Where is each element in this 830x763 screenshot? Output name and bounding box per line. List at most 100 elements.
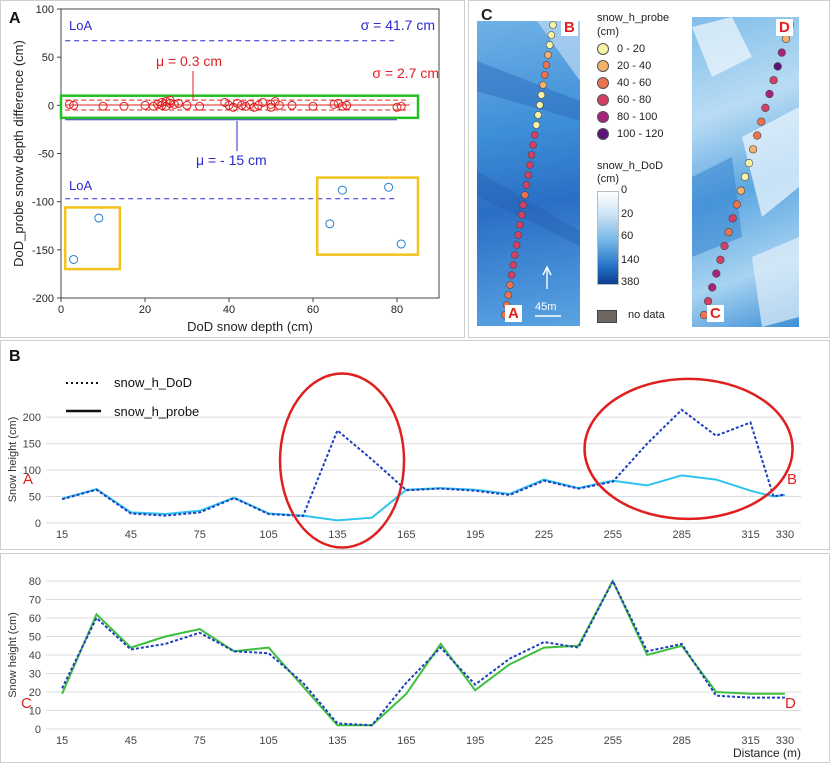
- map-probe-dot: [761, 103, 770, 112]
- x-tick-label: 15: [56, 529, 68, 541]
- legend-label-probe: snow_h_probe: [114, 404, 199, 419]
- dod-colorbar-tick: 380: [621, 276, 640, 288]
- map-probe-dot: [509, 261, 518, 269]
- map-probe-dot: [765, 89, 774, 99]
- map-probe-dot: [542, 61, 551, 69]
- yellow-box-right: [315, 176, 420, 256]
- probe-point: [140, 100, 150, 110]
- panel-cd: 0 10 20 30 40 50 60 70 80 15 45 75 105 135 165 195 225 25…: [0, 553, 830, 763]
- y-tick-label-a: -100: [32, 197, 54, 209]
- probe-point: [249, 102, 259, 112]
- endpoint-end: D: [785, 695, 796, 712]
- x-tick-label: 195: [466, 735, 484, 747]
- map-probe-dot: [512, 241, 521, 249]
- legend-probe-label: 80 - 100: [617, 111, 658, 123]
- x-tick-label-a: 0: [58, 304, 64, 316]
- sigma-blue-label: σ = 41.7 cm: [361, 17, 435, 33]
- legend-probe-label: 40 - 60: [617, 77, 652, 89]
- x-tick-label: 285: [672, 529, 690, 541]
- map-probe-dot: [522, 181, 531, 189]
- probe-point: [69, 100, 79, 110]
- probe-point: [329, 99, 339, 109]
- line-chart-ab: 0 50 100 150 200 15 45 75 105 135 165 195 225 255 285 3…: [7, 348, 801, 549]
- y-tick-label: 200: [23, 412, 41, 424]
- legend-label-dod: snow_h_DoD: [114, 375, 192, 390]
- probe-point: [258, 97, 268, 107]
- probe-point: [266, 102, 276, 112]
- probe-point: [237, 100, 247, 110]
- y-tick-label: 50: [29, 632, 41, 644]
- map-probe-dot: [740, 172, 750, 181]
- map-probe-dot: [712, 269, 721, 278]
- line-chart-cd: 0 10 20 30 40 50 60 70 80 15 45 75 105 135 165 195 225 25…: [7, 576, 801, 760]
- probe-point: [241, 101, 251, 111]
- loa-lower-label: LoA: [69, 178, 92, 193]
- dod-colorbar-tick: 0: [621, 184, 628, 196]
- x-tick-label-a: 40: [223, 304, 235, 316]
- map-probe-dot: [720, 241, 729, 251]
- map-probe-dot: [549, 21, 557, 29]
- x-tick-label: 105: [259, 529, 277, 541]
- map-probe-dot: [506, 281, 514, 289]
- y-tick-label: 60: [29, 613, 41, 625]
- y-tick-label: 70: [29, 595, 41, 607]
- x-tick-label: 255: [604, 529, 622, 541]
- map-probe-dot: [521, 191, 529, 199]
- legend-probe-item: 60 - 80: [597, 94, 652, 107]
- panel-a: 0 20 40 60 80 100 50 0 -50 -100 -150 -200 DoD snow d…: [0, 0, 465, 338]
- x-tick-label: 315: [741, 529, 759, 541]
- map-probe-dot: [514, 231, 523, 239]
- probe-point: [224, 100, 234, 110]
- map-probe-dot: [527, 151, 536, 159]
- map-probe-dot: [773, 62, 782, 71]
- x-tick-label: 225: [535, 735, 553, 747]
- panel-label-c: C: [481, 7, 493, 24]
- legend-probe-item: 80 - 100: [597, 111, 658, 124]
- map-label-a: A: [505, 305, 522, 322]
- probe-point: [182, 100, 192, 110]
- map-probe-dot: [744, 159, 754, 168]
- probe-dots-left: [501, 21, 557, 319]
- map-probe-dot: [708, 283, 717, 292]
- x-tick-label-a: 60: [307, 304, 319, 316]
- yellow-box-left: [63, 206, 122, 271]
- series-line-snow-h-probe: [61, 578, 785, 727]
- endpoint-start: C: [21, 695, 32, 712]
- map-probe-dot: [540, 71, 549, 79]
- highlight-ellipse-right: [583, 377, 794, 521]
- north-arrow: [542, 265, 552, 289]
- map-label-c: C: [707, 305, 724, 322]
- scatter-chart-a: 0 20 40 60 80 100 50 0 -50 -100 -150 -200 DoD snow d…: [9, 4, 440, 334]
- y-tick-label-a: -200: [32, 293, 54, 305]
- map-probe-dot: [544, 51, 552, 59]
- scale-bar-label: 45m: [535, 301, 557, 313]
- x-axis-label: Distance (m): [733, 746, 801, 760]
- panel-label-a: A: [9, 10, 21, 27]
- panel-c: C 45m B A snow_h_probe (cm) 0 - 20 20 - 4…: [468, 0, 830, 338]
- y-tick-label: 0: [35, 518, 41, 530]
- panel-label-b: B: [9, 348, 21, 365]
- map-probe-dot: [781, 34, 790, 43]
- x-tick-label: 330: [776, 529, 794, 541]
- x-tick-label: 165: [397, 735, 415, 747]
- x-tick-label: 255: [604, 735, 622, 747]
- legend-probe-label: 100 - 120: [617, 128, 664, 140]
- y-tick-label: 150: [23, 439, 41, 451]
- y-tick-label-a: -150: [32, 245, 54, 257]
- outlier-point: [325, 219, 335, 229]
- probe-point: [153, 99, 163, 109]
- map-label-b: B: [561, 21, 578, 36]
- probe-point: [161, 96, 171, 106]
- legend-probe-dot: [597, 128, 609, 141]
- dod-colorbar-tick: 20: [621, 208, 634, 220]
- legend-probe-label: 60 - 80: [617, 94, 652, 106]
- map-probe-dot: [517, 211, 526, 219]
- x-tick-label: 15: [56, 735, 68, 747]
- x-tick-label-a: 20: [139, 304, 151, 316]
- x-tick-label: 285: [672, 735, 690, 747]
- dod-colorbar: [597, 191, 619, 285]
- y-tick-label-a: -50: [38, 149, 54, 161]
- x-tick-label: 195: [466, 529, 484, 541]
- probe-point: [195, 101, 205, 111]
- map-probe-dot: [753, 131, 762, 140]
